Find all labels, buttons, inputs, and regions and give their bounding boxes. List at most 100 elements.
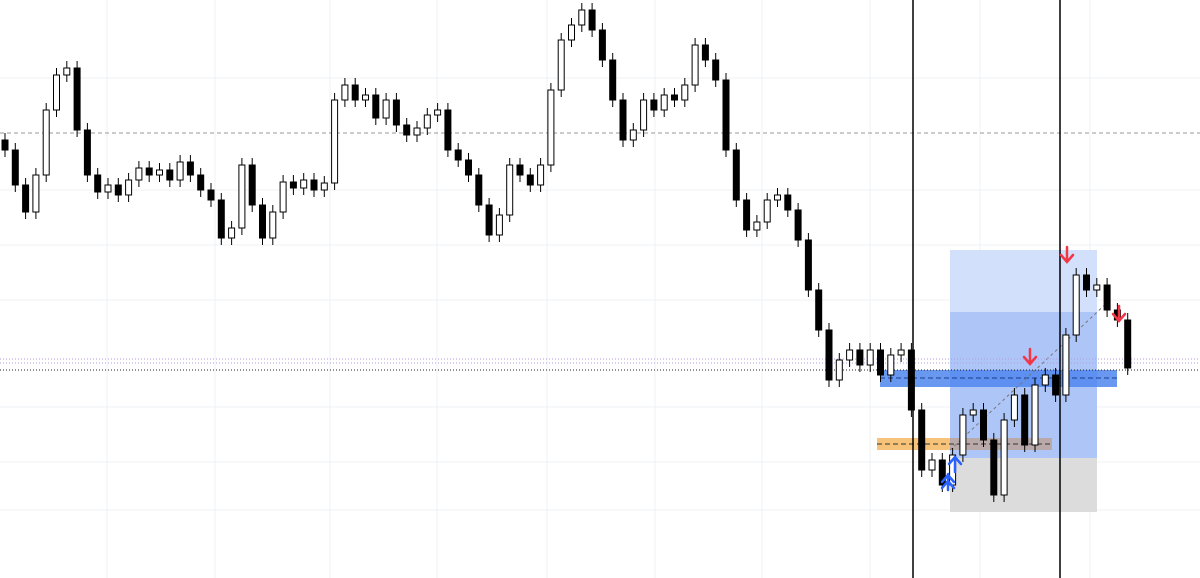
candle-body	[53, 74, 60, 111]
candle-body	[1083, 274, 1090, 291]
candle-body	[207, 189, 215, 201]
candle-body	[32, 174, 40, 213]
candle-body	[732, 149, 740, 201]
candle-body	[856, 349, 864, 366]
candle-body	[640, 99, 648, 131]
candle-body	[712, 59, 720, 81]
candle-body	[887, 354, 895, 376]
candle-body	[166, 169, 174, 181]
candle-body	[11, 149, 19, 186]
candle-body	[516, 164, 524, 176]
candle-body	[248, 164, 256, 206]
candle-body	[671, 94, 678, 101]
candle-body	[1052, 374, 1060, 396]
candle-body	[228, 227, 236, 239]
candle-body	[423, 114, 431, 129]
candle-body	[135, 167, 143, 181]
candle-body	[320, 182, 328, 191]
candle-body	[300, 179, 308, 189]
candle-body	[897, 349, 905, 356]
candle-body	[392, 99, 400, 126]
candle-body	[331, 99, 339, 184]
candle-body	[506, 164, 514, 216]
candle-body	[289, 181, 297, 189]
candle-body	[619, 99, 627, 141]
candle-body	[660, 94, 668, 111]
candle-body	[382, 99, 390, 119]
candle-body	[588, 9, 596, 31]
candle-body	[815, 289, 823, 331]
candle-body	[83, 129, 91, 176]
candle-body	[22, 184, 30, 213]
sell-arrow	[1022, 347, 1038, 366]
candle-body	[238, 164, 246, 229]
trade-path	[949, 299, 1111, 451]
candle-body	[918, 409, 926, 471]
candle-body	[557, 39, 565, 91]
candle-body	[907, 349, 915, 411]
candle-body	[42, 109, 50, 176]
target-zone-upper	[950, 250, 1097, 312]
candle-body	[537, 164, 545, 186]
candle-body	[104, 184, 112, 193]
candles	[1, 3, 1132, 502]
candle-body	[774, 194, 781, 201]
candle-body	[1021, 394, 1029, 446]
candle-body	[197, 174, 205, 191]
candle-body	[835, 359, 843, 381]
candle-body	[495, 214, 503, 236]
sell-arrow	[1059, 245, 1075, 264]
sell-arrow	[1111, 304, 1127, 323]
candle-body	[681, 84, 689, 101]
candle-body	[1000, 419, 1008, 496]
candle-body	[1062, 334, 1070, 396]
candle-body	[877, 349, 884, 376]
candle-body	[94, 174, 102, 193]
stop-zone	[950, 458, 1097, 512]
candle-body	[1072, 274, 1080, 336]
candle-body	[691, 44, 699, 86]
candle-body	[568, 24, 575, 41]
candle-body	[969, 409, 977, 416]
candle-body	[578, 9, 586, 26]
candle-body	[866, 349, 874, 366]
candle-body	[444, 109, 452, 151]
candle-body	[114, 184, 122, 196]
candle-body	[547, 89, 555, 166]
candle-body	[269, 211, 277, 239]
candle-body	[980, 409, 987, 441]
candle-body	[928, 459, 936, 471]
candle-body	[465, 159, 472, 176]
candle-body	[959, 414, 967, 456]
candle-body	[186, 161, 194, 176]
candle-body	[990, 439, 998, 496]
candle-body	[125, 179, 133, 196]
candle-body	[598, 29, 606, 61]
candle-body	[629, 129, 637, 141]
candle-body	[1103, 284, 1111, 311]
candle-body	[217, 199, 225, 239]
candle-body	[341, 84, 349, 101]
candle-body	[526, 174, 534, 186]
candle-body	[351, 84, 359, 101]
candle-body	[701, 44, 709, 61]
candle-body	[1124, 319, 1132, 369]
candle-body	[804, 239, 812, 291]
signal-arrows	[940, 245, 1127, 492]
candle-body	[434, 109, 442, 116]
candle-body	[722, 79, 730, 151]
candle-body	[176, 161, 184, 181]
candle-body	[609, 59, 617, 101]
candle-body	[743, 199, 751, 231]
candle-body	[63, 67, 71, 76]
candle-body	[145, 167, 153, 176]
buy-arrow	[940, 472, 956, 492]
candle-body	[938, 459, 946, 486]
candle-body	[310, 179, 318, 191]
candle-body	[403, 124, 411, 136]
candle-body	[372, 94, 380, 119]
candle-body	[784, 194, 792, 211]
candle-body	[454, 149, 462, 161]
